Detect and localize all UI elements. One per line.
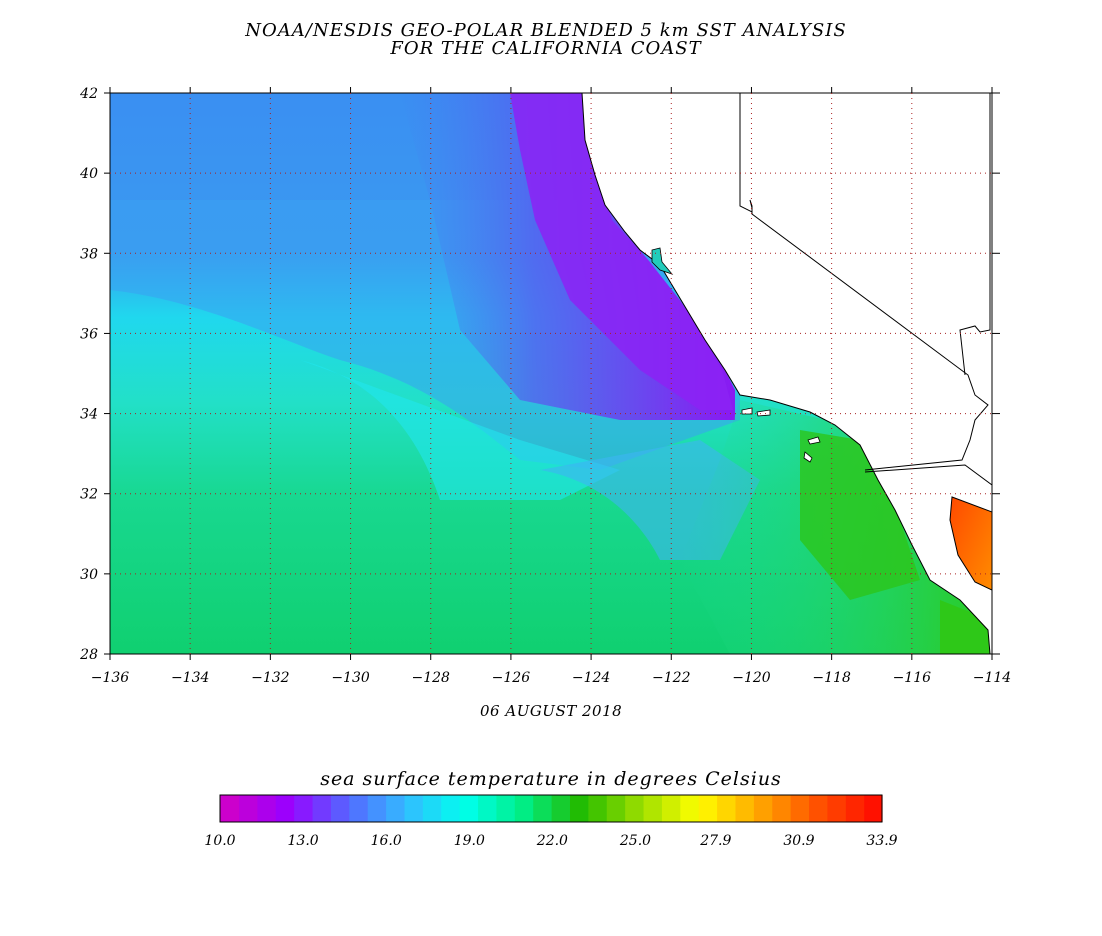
colorbar-swatch: [642, 795, 662, 822]
colorbar-swatch: [587, 795, 607, 822]
colorbar-swatch: [256, 795, 276, 822]
colorbar-swatch: [367, 795, 387, 822]
colorbar-swatch: [661, 795, 681, 822]
lon-tick-label: −120: [732, 670, 771, 686]
colorbar-swatch: [790, 795, 810, 822]
colorbar-swatch: [220, 795, 239, 822]
lat-tick-label: 32: [80, 487, 98, 503]
longitude-axis: −136 −134 −132 −130 −128 −126 −124 −122 −120 −118…: [91, 87, 1011, 686]
colorbar-swatch: [845, 795, 865, 822]
colorbar-swatch: [275, 795, 295, 822]
colorbar-swatch: [330, 795, 350, 822]
colorbar-tick-label: 33.9: [866, 833, 897, 849]
colorbar-tick-label: 25.0: [619, 833, 651, 849]
colorbar-swatch: [753, 795, 773, 822]
colorbar-swatch: [532, 795, 552, 822]
colorbar-swatch: [514, 795, 534, 822]
lon-tick-label: −128: [412, 670, 451, 686]
colorbar-swatch: [459, 795, 479, 822]
lat-tick-label: 30: [80, 567, 98, 583]
colorbar-tick-label: 13.0: [288, 833, 319, 849]
map-title-line-2: FOR THE CALIFORNIA COAST: [390, 38, 702, 59]
colorbar-tick-label: 22.0: [536, 833, 568, 849]
lon-tick-label: −130: [331, 670, 370, 686]
colorbar-title: sea surface temperature in degrees Celsi…: [320, 768, 782, 790]
sst-field: [110, 93, 992, 654]
lat-tick-label: 28: [79, 647, 98, 663]
colorbar-swatch: [569, 795, 589, 822]
lat-tick-label: 34: [80, 407, 98, 423]
colorbar-swatch: [698, 795, 718, 822]
lon-tick-label: −122: [652, 670, 691, 686]
colorbar-tick-label: 27.9: [699, 833, 731, 849]
colorbar-swatch: [734, 795, 754, 822]
colorbar-swatch: [477, 795, 497, 822]
colorbar: 10.0 13.0 16.0 19.0 22.0 25.0 27.9 30.9 33.9: [204, 794, 898, 849]
analysis-date: 06 AUGUST 2018: [480, 702, 623, 720]
map-frame: [109, 92, 993, 655]
lat-tick-label: 36: [80, 326, 98, 342]
colorbar-swatch: [238, 795, 258, 822]
lon-tick-label: −134: [171, 670, 209, 686]
colorbar-swatch: [311, 795, 331, 822]
colorbar-swatch: [422, 795, 442, 822]
colorbar-swatch: [606, 795, 626, 822]
latitude-axis: 42 40 38 36 34 32 30 28: [79, 86, 1000, 663]
colorbar-frame: [219, 794, 883, 823]
lon-tick-label: −126: [492, 670, 531, 686]
lat-tick-label: 38: [80, 246, 98, 262]
colorbar-swatch: [826, 795, 846, 822]
colorbar-tick-label: 30.9: [783, 833, 814, 849]
colorbar-swatch: [495, 795, 515, 822]
colorbar-swatch: [440, 795, 460, 822]
colorbar-swatch: [385, 795, 405, 822]
colorbar-swatch: [863, 795, 883, 822]
colorbar-swatch: [808, 795, 828, 822]
lon-tick-label: −116: [893, 670, 932, 686]
colorbar-tick-label: 19.0: [454, 833, 485, 849]
colorbar-swatch: [348, 795, 368, 822]
colorbar-swatch: [551, 795, 570, 822]
graticule: [110, 93, 992, 654]
lon-tick-label: −124: [572, 670, 610, 686]
lat-tick-label: 40: [79, 166, 98, 182]
colorbar-tick-label: 10.0: [204, 833, 235, 849]
colorbar-swatch: [403, 795, 423, 822]
colorbar-tick-label: 16.0: [371, 833, 402, 849]
lon-tick-label: −118: [812, 670, 851, 686]
lat-tick-label: 42: [79, 86, 98, 102]
colorbar-swatch: [293, 795, 313, 822]
lon-tick-label: −136: [91, 670, 130, 686]
colorbar-swatch: [771, 795, 791, 822]
colorbar-swatch: [679, 795, 699, 822]
lon-tick-label: −132: [251, 670, 290, 686]
lon-tick-label: −114: [973, 670, 1011, 686]
colorbar-swatch: [624, 795, 644, 822]
map-title-line-1: NOAA/NESDIS GEO-POLAR BLENDED 5 km SST A…: [245, 20, 847, 41]
colorbar-swatch: [716, 795, 736, 822]
